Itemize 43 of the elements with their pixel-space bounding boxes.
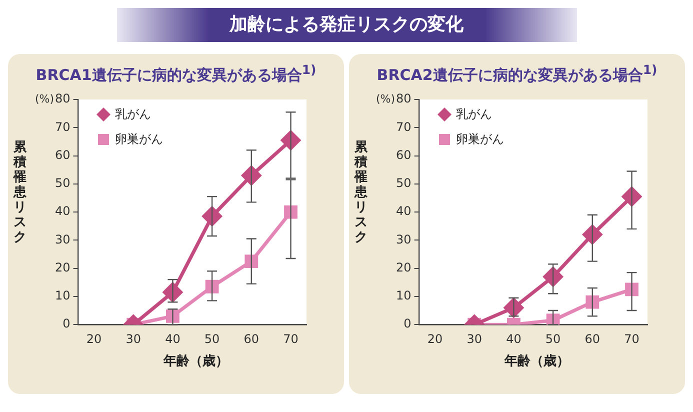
- y-tick-label: 20: [396, 260, 412, 274]
- chart-title: BRCA1遺伝子に病的な変異がある場合$^{1)}$: [34, 61, 318, 86]
- legend-label: 乳がん: [114, 106, 152, 123]
- y-axis-title: 累積罹患リスク: [12, 140, 28, 245]
- x-tick-label: 70: [283, 332, 298, 346]
- y-tick-label: 10: [54, 288, 70, 303]
- y-tick-label: 80: [396, 92, 412, 106]
- x-tick-label: 20: [427, 332, 443, 346]
- x-axis-title: 年齢（歳）: [503, 353, 570, 370]
- y-tick-label: 0: [404, 316, 412, 331]
- x-tick-label: 50: [545, 332, 561, 346]
- y-tick-label: 50: [54, 176, 70, 190]
- x-axis-title: 年齢（歳）: [162, 353, 230, 370]
- y-tick-label: 60: [54, 148, 70, 162]
- chart-title: BRCA2遺伝子に病的な変異がある場合$^{1)}$: [376, 61, 658, 86]
- y-tick-label: 50: [396, 176, 412, 190]
- legend-label: 卵巣がん: [455, 131, 504, 148]
- y-tick-label: 60: [396, 148, 412, 162]
- x-tick-label: 20: [86, 332, 102, 346]
- y-tick-label: 80: [54, 92, 70, 106]
- x-tick-label: 70: [624, 332, 640, 346]
- legend-label: 卵巣がん: [114, 131, 163, 148]
- x-tick-label: 60: [244, 332, 260, 346]
- y-tick-label: 40: [396, 204, 412, 218]
- text: 加齢による発症リスクの変化: [116, 8, 576, 42]
- text: (%): [34, 92, 54, 106]
- legend-label: 乳がん: [455, 106, 493, 123]
- x-tick-label: 50: [204, 332, 220, 346]
- y-tick-label: 20: [54, 260, 70, 274]
- x-tick-label: 30: [466, 332, 482, 346]
- y-tick-label: 40: [54, 204, 70, 218]
- x-tick-label: 40: [506, 332, 522, 346]
- y-tick-label: 70: [54, 120, 70, 134]
- text: (%): [376, 92, 395, 106]
- y-tick-label: 30: [396, 232, 412, 246]
- x-tick-label: 60: [584, 332, 600, 346]
- x-tick-label: 40: [165, 332, 180, 346]
- y-tick-label: 0: [62, 316, 70, 331]
- y-tick-label: 30: [54, 232, 70, 246]
- y-axis-title: 累積罹患リスク: [353, 140, 368, 245]
- x-tick-label: 30: [126, 332, 141, 346]
- y-tick-label: 10: [396, 288, 412, 303]
- y-tick-label: 70: [396, 120, 412, 134]
